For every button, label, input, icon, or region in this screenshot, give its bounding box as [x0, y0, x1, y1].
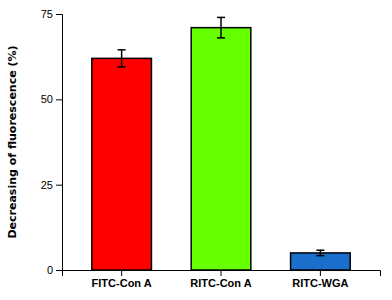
x-tick-label: RITC-WGA	[292, 277, 348, 289]
y-tick: 25	[41, 179, 62, 191]
y-axis: 0 25 50 75	[41, 8, 63, 276]
error-bar-part	[118, 49, 126, 51]
x-tick: FITC-Con A	[92, 270, 152, 289]
x-tick-label: FITC-Con A	[92, 277, 152, 289]
y-tick-label: 0	[47, 264, 53, 276]
y-tick: 75	[41, 8, 62, 20]
error-bar-part	[316, 255, 324, 257]
y-axis-line	[56, 15, 63, 271]
x-tick: RITC-WGA	[292, 270, 348, 289]
y-tick-mark	[56, 99, 62, 100]
error-bar	[118, 50, 126, 67]
y-tick-mark	[56, 14, 62, 15]
y-tick: 0	[47, 264, 62, 276]
y-tick-mark	[56, 185, 62, 186]
error-bar-part	[320, 250, 322, 255]
y-tick-label: 50	[41, 93, 53, 105]
x-tick-mark	[221, 270, 222, 276]
error-bar-part	[121, 50, 123, 67]
x-tick: RITC-Con A	[190, 270, 251, 289]
bar	[291, 253, 351, 270]
bar	[191, 28, 251, 270]
error-bar	[316, 250, 324, 255]
error-bar-part	[220, 17, 222, 37]
bars	[92, 17, 350, 270]
x-tick-mark	[320, 270, 321, 276]
error-bar-part	[217, 37, 225, 39]
error-bar-part	[316, 249, 324, 251]
error-bar-part	[118, 66, 126, 68]
y-tick-label: 75	[41, 8, 53, 20]
y-axis-title: Decreasing of fluorescence (%)	[6, 45, 19, 238]
error-bar	[217, 17, 225, 37]
error-bar-part	[217, 17, 225, 19]
x-tick-label: RITC-Con A	[190, 277, 251, 289]
y-tick-label: 25	[41, 179, 53, 191]
y-tick-mark	[56, 270, 62, 271]
chart: 0 25 50 75 FITC-Con A RITC-Con A RITC-WGA Decre…	[0, 0, 392, 300]
x-axis: FITC-Con A RITC-Con A RITC-WGA	[63, 270, 381, 289]
plot: 0 25 50 75 FITC-Con A RITC-Con A RITC-WGA	[41, 8, 381, 289]
bar	[92, 58, 152, 270]
y-tick: 50	[41, 93, 62, 105]
x-axis-line	[63, 271, 381, 277]
x-tick-mark	[121, 270, 122, 276]
